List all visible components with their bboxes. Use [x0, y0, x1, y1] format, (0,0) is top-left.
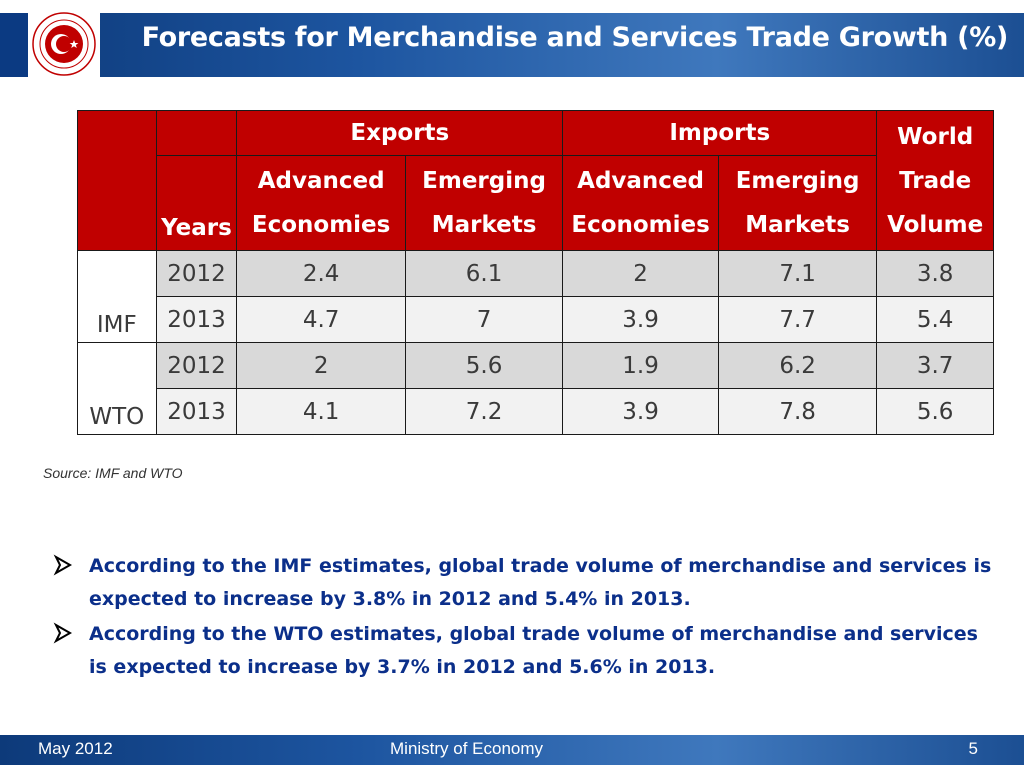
year-cell: 2012: [155, 250, 238, 297]
value-cell: 3.7: [876, 342, 994, 389]
footer-date: May 2012: [38, 739, 113, 758]
bullet-text: According to the IMF estimates, global t…: [89, 555, 992, 610]
table-row: 2013 4.1 7.2 3.9 7.8 5.6: [78, 388, 994, 435]
value-cell: 7.2: [404, 388, 564, 435]
table-row: 2013 4.7 7 3.9 7.7 5.4: [78, 296, 994, 343]
year-cell: 2012: [155, 342, 238, 389]
bullet-list: According to the IMF estimates, global t…: [52, 550, 992, 686]
forecast-table: Exports Imports World Trade Volume Years…: [77, 110, 994, 435]
group-label-imf: IMF: [77, 250, 157, 343]
imp-em-line-1: Emerging: [735, 168, 860, 194]
value-cell: 4.1: [236, 388, 406, 435]
value-cell: 6.1: [404, 250, 564, 297]
exp-adv-line-1: Advanced: [257, 168, 385, 194]
value-cell: 3.8: [876, 250, 994, 297]
value-cell: 4.7: [236, 296, 406, 343]
header-banner: [0, 13, 1024, 77]
value-cell: 7.7: [717, 296, 878, 343]
value-cell: 7.1: [717, 250, 878, 297]
value-cell: 1.9: [562, 342, 719, 389]
group-label-wto: WTO: [77, 342, 157, 435]
imp-em-line-2: Markets: [745, 212, 850, 238]
header-blank-corner: [77, 110, 157, 251]
years-label: Years: [161, 215, 232, 241]
ministry-logo: [28, 8, 100, 80]
header-imports-advanced: Advanced Economies: [562, 155, 719, 251]
arrow-bullet-icon: [53, 622, 73, 644]
exp-em-line-2: Markets: [431, 212, 537, 238]
world-line-2: Trade: [899, 167, 972, 194]
year-cell: 2013: [155, 296, 238, 343]
table-row: WTO 2012 2 5.6 1.9 6.2 3.7: [77, 342, 994, 435]
world-line-3: Volume: [887, 211, 984, 238]
table-header-row-sub: Years Advanced Economies Emerging Market…: [77, 155, 994, 251]
value-cell: 3.9: [562, 388, 719, 435]
value-cell: 3.9: [562, 296, 719, 343]
header-blank-years-top: [155, 110, 238, 156]
header-world-trade-volume: World Trade Volume: [876, 110, 994, 251]
imp-adv-line-2: Economies: [571, 212, 710, 238]
value-cell: 2: [236, 342, 406, 389]
value-cell: 2.4: [236, 250, 406, 297]
header-years: Years: [155, 155, 238, 251]
value-cell: 5.6: [404, 342, 564, 389]
header-exports: Exports: [236, 110, 564, 156]
value-cell: 5.6: [876, 388, 994, 435]
value-cell: 7.8: [717, 388, 878, 435]
list-item: According to the IMF estimates, global t…: [52, 550, 992, 616]
value-cell: 7: [404, 296, 564, 343]
page-number: 5: [968, 739, 978, 758]
value-cell: 2: [562, 250, 719, 297]
year-cell: 2013: [155, 388, 238, 435]
source-note: Source: IMF and WTO: [43, 465, 183, 481]
arrow-bullet-icon: [53, 554, 73, 576]
header-exports-advanced: Advanced Economies: [236, 155, 406, 251]
seal-icon: [32, 12, 96, 76]
world-line-1: World: [897, 123, 974, 150]
value-cell: 6.2: [717, 342, 878, 389]
footer-organization: Ministry of Economy: [390, 739, 544, 758]
imp-adv-line-1: Advanced: [577, 168, 705, 194]
page-title: Forecasts for Merchandise and Services T…: [141, 22, 1009, 53]
header-imports-emerging: Emerging Markets: [717, 155, 878, 251]
bullet-text: According to the WTO estimates, global t…: [89, 623, 978, 678]
table-row: IMF 2012 2.4 6.1 2 7.1 3.8: [77, 250, 994, 343]
footer-bar: May 2012 Ministry of Economy 5: [0, 735, 1024, 765]
table-header-row-top: Exports Imports World Trade Volume: [77, 110, 994, 251]
exp-adv-line-2: Economies: [251, 212, 391, 238]
exp-em-line-1: Emerging: [422, 168, 546, 194]
header-exports-emerging: Emerging Markets: [404, 155, 564, 251]
header-imports: Imports: [562, 110, 878, 156]
value-cell: 5.4: [876, 296, 994, 343]
header-left-strip: [0, 13, 28, 77]
list-item: According to the WTO estimates, global t…: [52, 618, 992, 684]
